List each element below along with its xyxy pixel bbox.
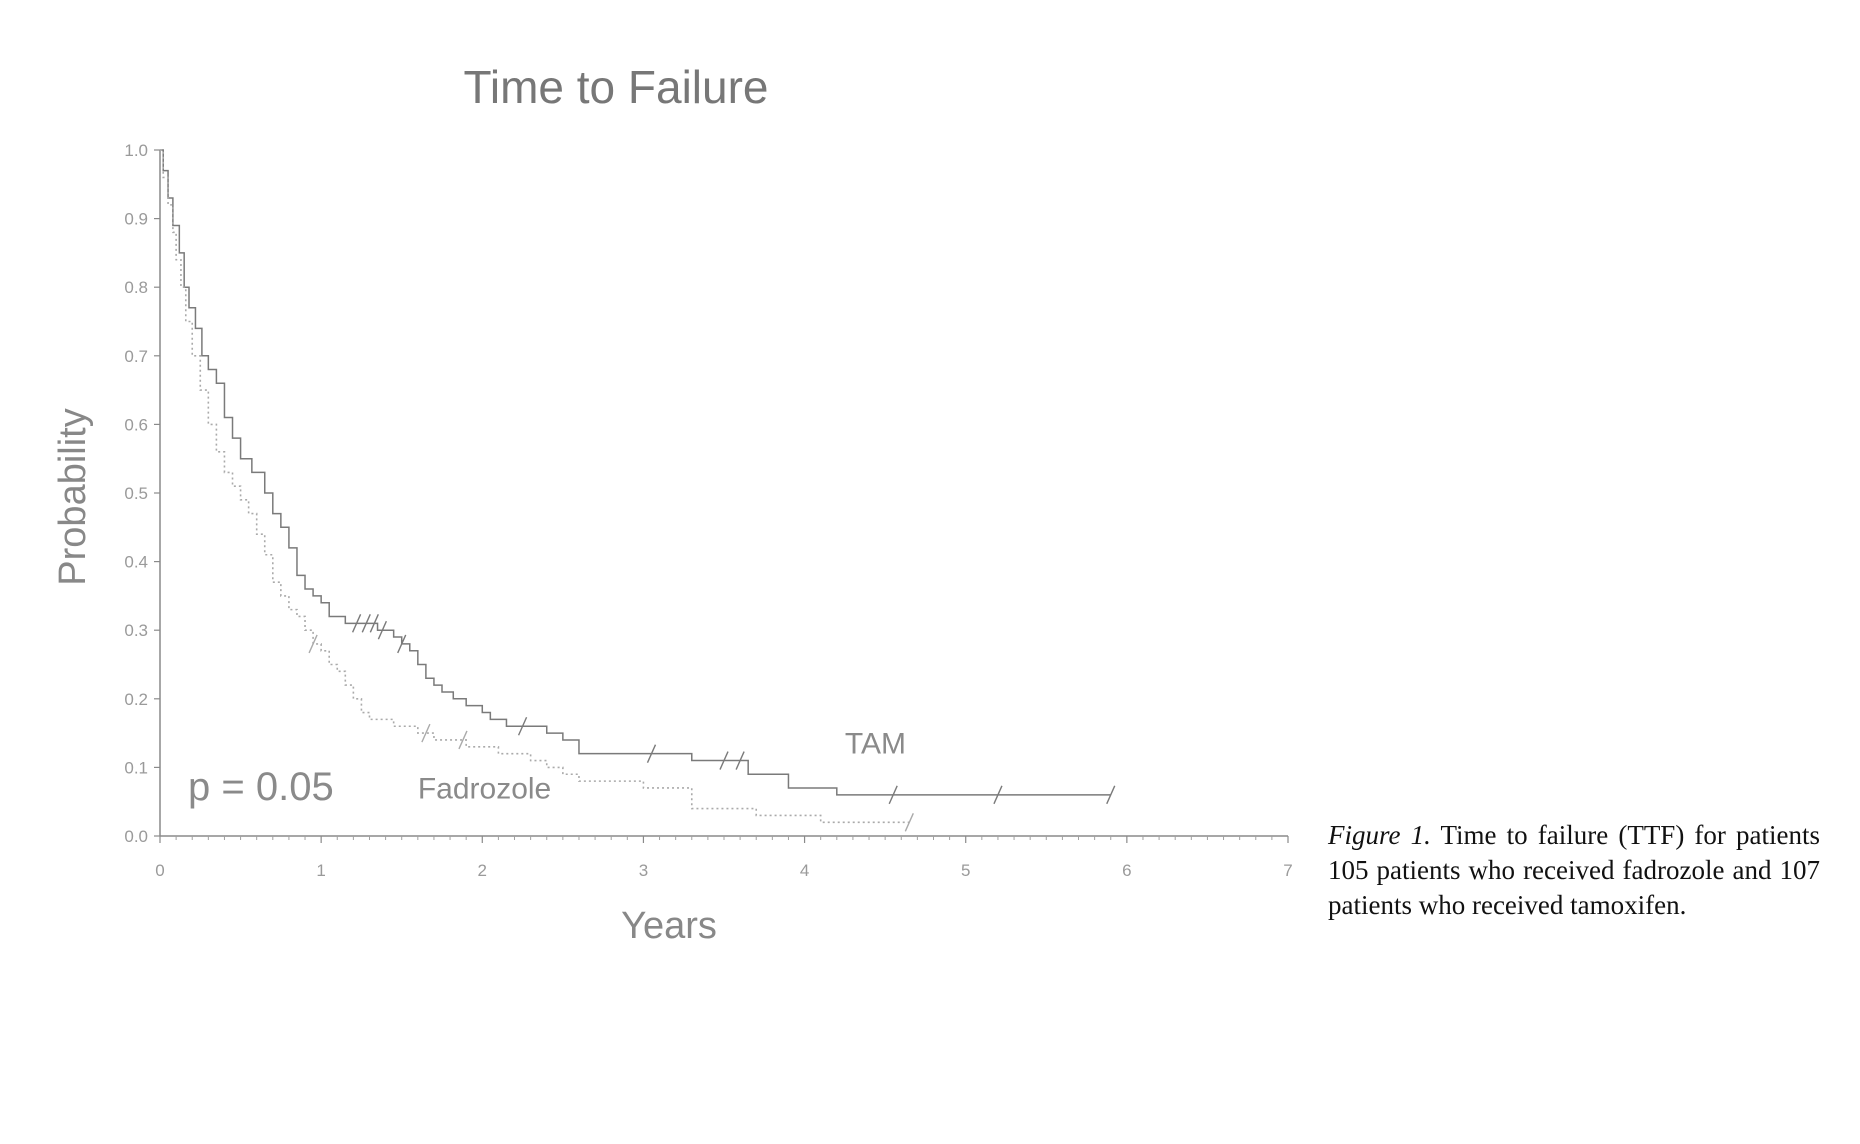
x-tick-label: 1 — [316, 861, 325, 880]
y-tick-label: 0.9 — [124, 210, 148, 229]
x-axis: 0 1 2 3 4 5 6 7 — [155, 835, 1293, 880]
censor-mark — [421, 723, 431, 743]
caption-text: Time to failure (TTF) for patients 105 p… — [1328, 820, 1821, 920]
x-tick-label: 4 — [800, 861, 809, 880]
censor-mark — [517, 716, 528, 736]
y-tick-label: 0.7 — [124, 347, 148, 366]
censor-mark — [904, 812, 914, 832]
censor-mark — [1106, 785, 1116, 805]
y-tick-label: 0.2 — [124, 690, 148, 709]
series-annotation: Fadrozole — [418, 772, 551, 805]
y-tick-label: 0.1 — [124, 758, 148, 777]
y-tick-label: 1.0 — [124, 141, 148, 160]
censor-mark — [735, 751, 745, 770]
annotation-layer: TAM Fadrozole — [418, 728, 906, 806]
y-axis: 0.0 0.1 0.2 0.3 0.4 0.5 0.6 0.7 0.8 0.9 1.0 — [124, 141, 161, 846]
x-tick-label: 6 — [1122, 861, 1131, 880]
series-annotation: TAM — [845, 728, 906, 761]
censor-mark — [458, 730, 468, 750]
x-tick-label: 5 — [961, 861, 970, 880]
y-tick-label: 0.3 — [124, 621, 148, 640]
censor-mark — [719, 751, 729, 770]
y-tick-label: 0.0 — [124, 827, 148, 846]
y-axis-label: Probability — [52, 408, 94, 585]
censor-mark — [993, 785, 1003, 805]
y-tick-label: 0.4 — [124, 553, 148, 572]
censor-mark — [361, 614, 371, 633]
series-layer — [160, 149, 1116, 832]
censor-mark — [308, 634, 318, 654]
x-tick-label: 7 — [1283, 861, 1292, 880]
y-tick-label: 0.5 — [124, 484, 148, 503]
x-tick-label: 3 — [639, 861, 648, 880]
censor-mark — [377, 620, 388, 640]
y-tick-label: 0.8 — [124, 278, 148, 297]
censor-mark — [397, 634, 407, 654]
censor-mark — [369, 614, 379, 633]
censor-mark — [888, 785, 898, 805]
x-tick-label: 0 — [155, 861, 164, 880]
series-line-2 — [160, 149, 910, 824]
figure-caption: Figure 1. Time to failure (TTF) for pati… — [1328, 818, 1820, 923]
p-value-label: p = 0.05 — [188, 765, 334, 809]
x-tick-label: 2 — [478, 861, 487, 880]
censor-mark — [351, 614, 362, 633]
y-tick-label: 0.6 — [124, 415, 148, 434]
censor-mark — [646, 744, 657, 763]
chart-title: Time to Failure — [463, 61, 768, 113]
caption-label: Figure 1. — [1328, 820, 1431, 850]
x-axis-label: Years — [621, 905, 717, 947]
series-line-1 — [160, 149, 1111, 796]
